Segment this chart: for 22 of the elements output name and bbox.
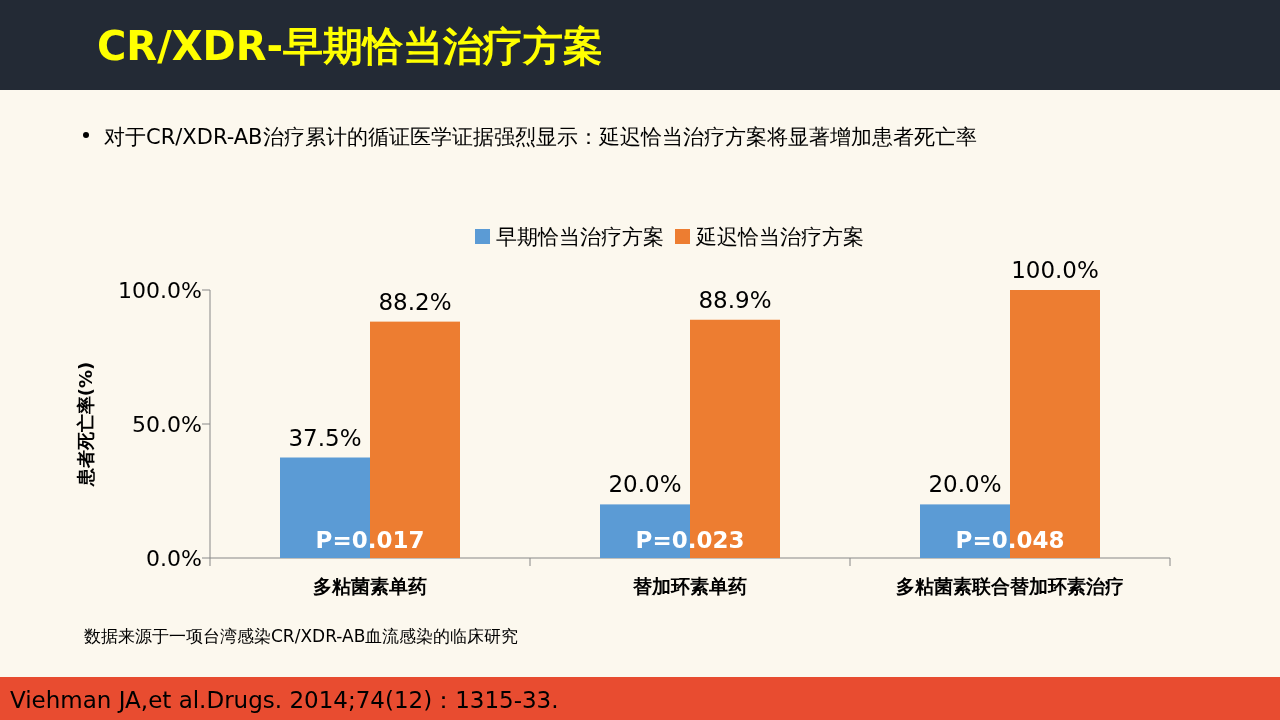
legend-label: 早期恰当治疗方案 [496, 225, 664, 249]
data-label: 88.2% [378, 288, 452, 315]
data-label: 37.5% [288, 424, 362, 451]
annotation: P=0.048 [955, 527, 1065, 553]
x-tick-label: 多粘菌素单药 [313, 575, 427, 597]
annotation: P=0.023 [635, 527, 745, 553]
data-label: 100.0% [1011, 257, 1099, 283]
y-axis-title: 患者死亡率(%) [75, 361, 96, 488]
data-label: 20.0% [608, 471, 682, 498]
data-label: 20.0% [928, 471, 1002, 498]
chart-subtitle: 对于CR/XDR-AB治疗累计的循证医学证据强烈显示：延迟恰当治疗方案将显著增加患者死亡率 [104, 125, 977, 149]
y-tick-label: 50.0% [132, 412, 202, 437]
annotation: P=0.017 [315, 527, 425, 553]
data-label: 88.9% [698, 286, 772, 313]
y-tick-label: 100.0% [118, 278, 202, 303]
x-tick-label: 替加环素单药 [632, 575, 747, 597]
text: Viehman JA,et al.Drugs. 2014;74(12)：1315-33. [10, 687, 559, 713]
legend-label: 延迟恰当治疗方案 [695, 225, 864, 249]
x-tick-label: 多粘菌素联合替加环素治疗 [896, 575, 1124, 597]
chart-title: CR/XDR-早期恰当治疗方案 [97, 23, 604, 69]
text: 数据来源于一项台湾感染CR/XDR-AB血流感染的临床研究 [84, 626, 519, 646]
y-tick-label: 0.0% [146, 546, 202, 571]
